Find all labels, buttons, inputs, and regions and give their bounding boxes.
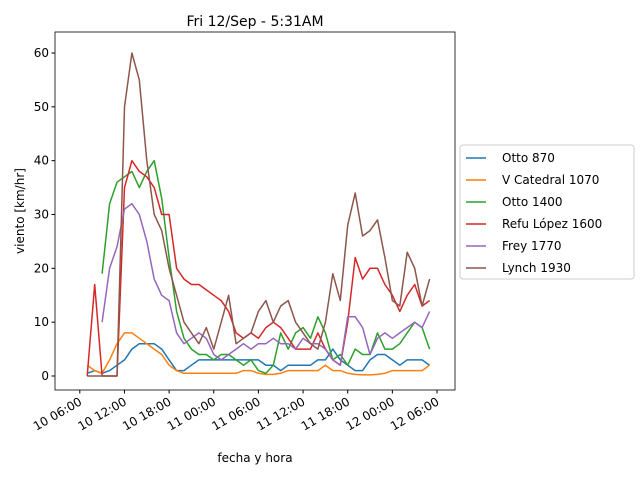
chart-title: Fri 12/Sep - 5:31AM — [186, 14, 323, 30]
legend-label: Lynch 1930 — [502, 261, 571, 275]
y-tick-label: 10 — [34, 315, 49, 329]
series-line — [86, 342, 431, 375]
legend-label: Refu López 1600 — [502, 217, 602, 231]
y-tick-label: 40 — [34, 154, 49, 168]
series-line — [101, 159, 431, 375]
y-tick-label: 60 — [34, 46, 49, 60]
legend-label: Otto 870 — [502, 151, 555, 165]
y-tick-label: 20 — [34, 261, 49, 275]
x-axis-label: fecha y hora — [217, 451, 292, 465]
series-line — [87, 52, 431, 377]
legend-box — [459, 144, 635, 280]
axes-frame — [54, 31, 456, 391]
y-tick-label: 0 — [41, 369, 49, 383]
legend-label: Frey 1770 — [502, 239, 562, 253]
series-line — [86, 159, 431, 377]
y-tick-label: 30 — [34, 207, 49, 221]
series-line — [101, 202, 431, 366]
legend-label: Otto 1400 — [502, 195, 563, 209]
legend-label: V Catedral 1070 — [502, 173, 599, 187]
series-line — [86, 332, 431, 376]
y-axis-label: viento [km/hr] — [13, 168, 27, 254]
y-tick-label: 50 — [34, 100, 49, 114]
